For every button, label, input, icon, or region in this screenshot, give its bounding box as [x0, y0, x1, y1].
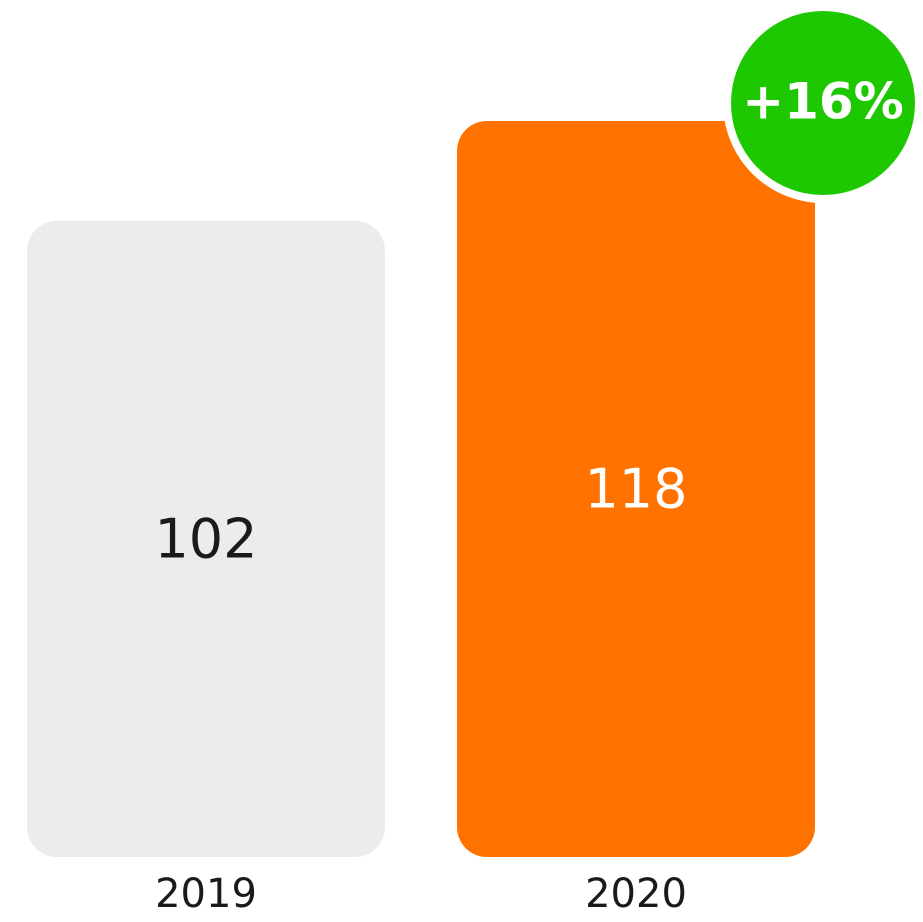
bar: [27, 220, 385, 857]
x-tick-label: 2020: [585, 871, 687, 917]
badge-fill: [731, 11, 915, 195]
annotation: +16%: [742, 73, 904, 131]
x-tick-label: 2019: [155, 871, 257, 917]
value-label: 118: [584, 458, 687, 521]
value-label: 102: [154, 508, 257, 571]
bar: [457, 121, 815, 857]
